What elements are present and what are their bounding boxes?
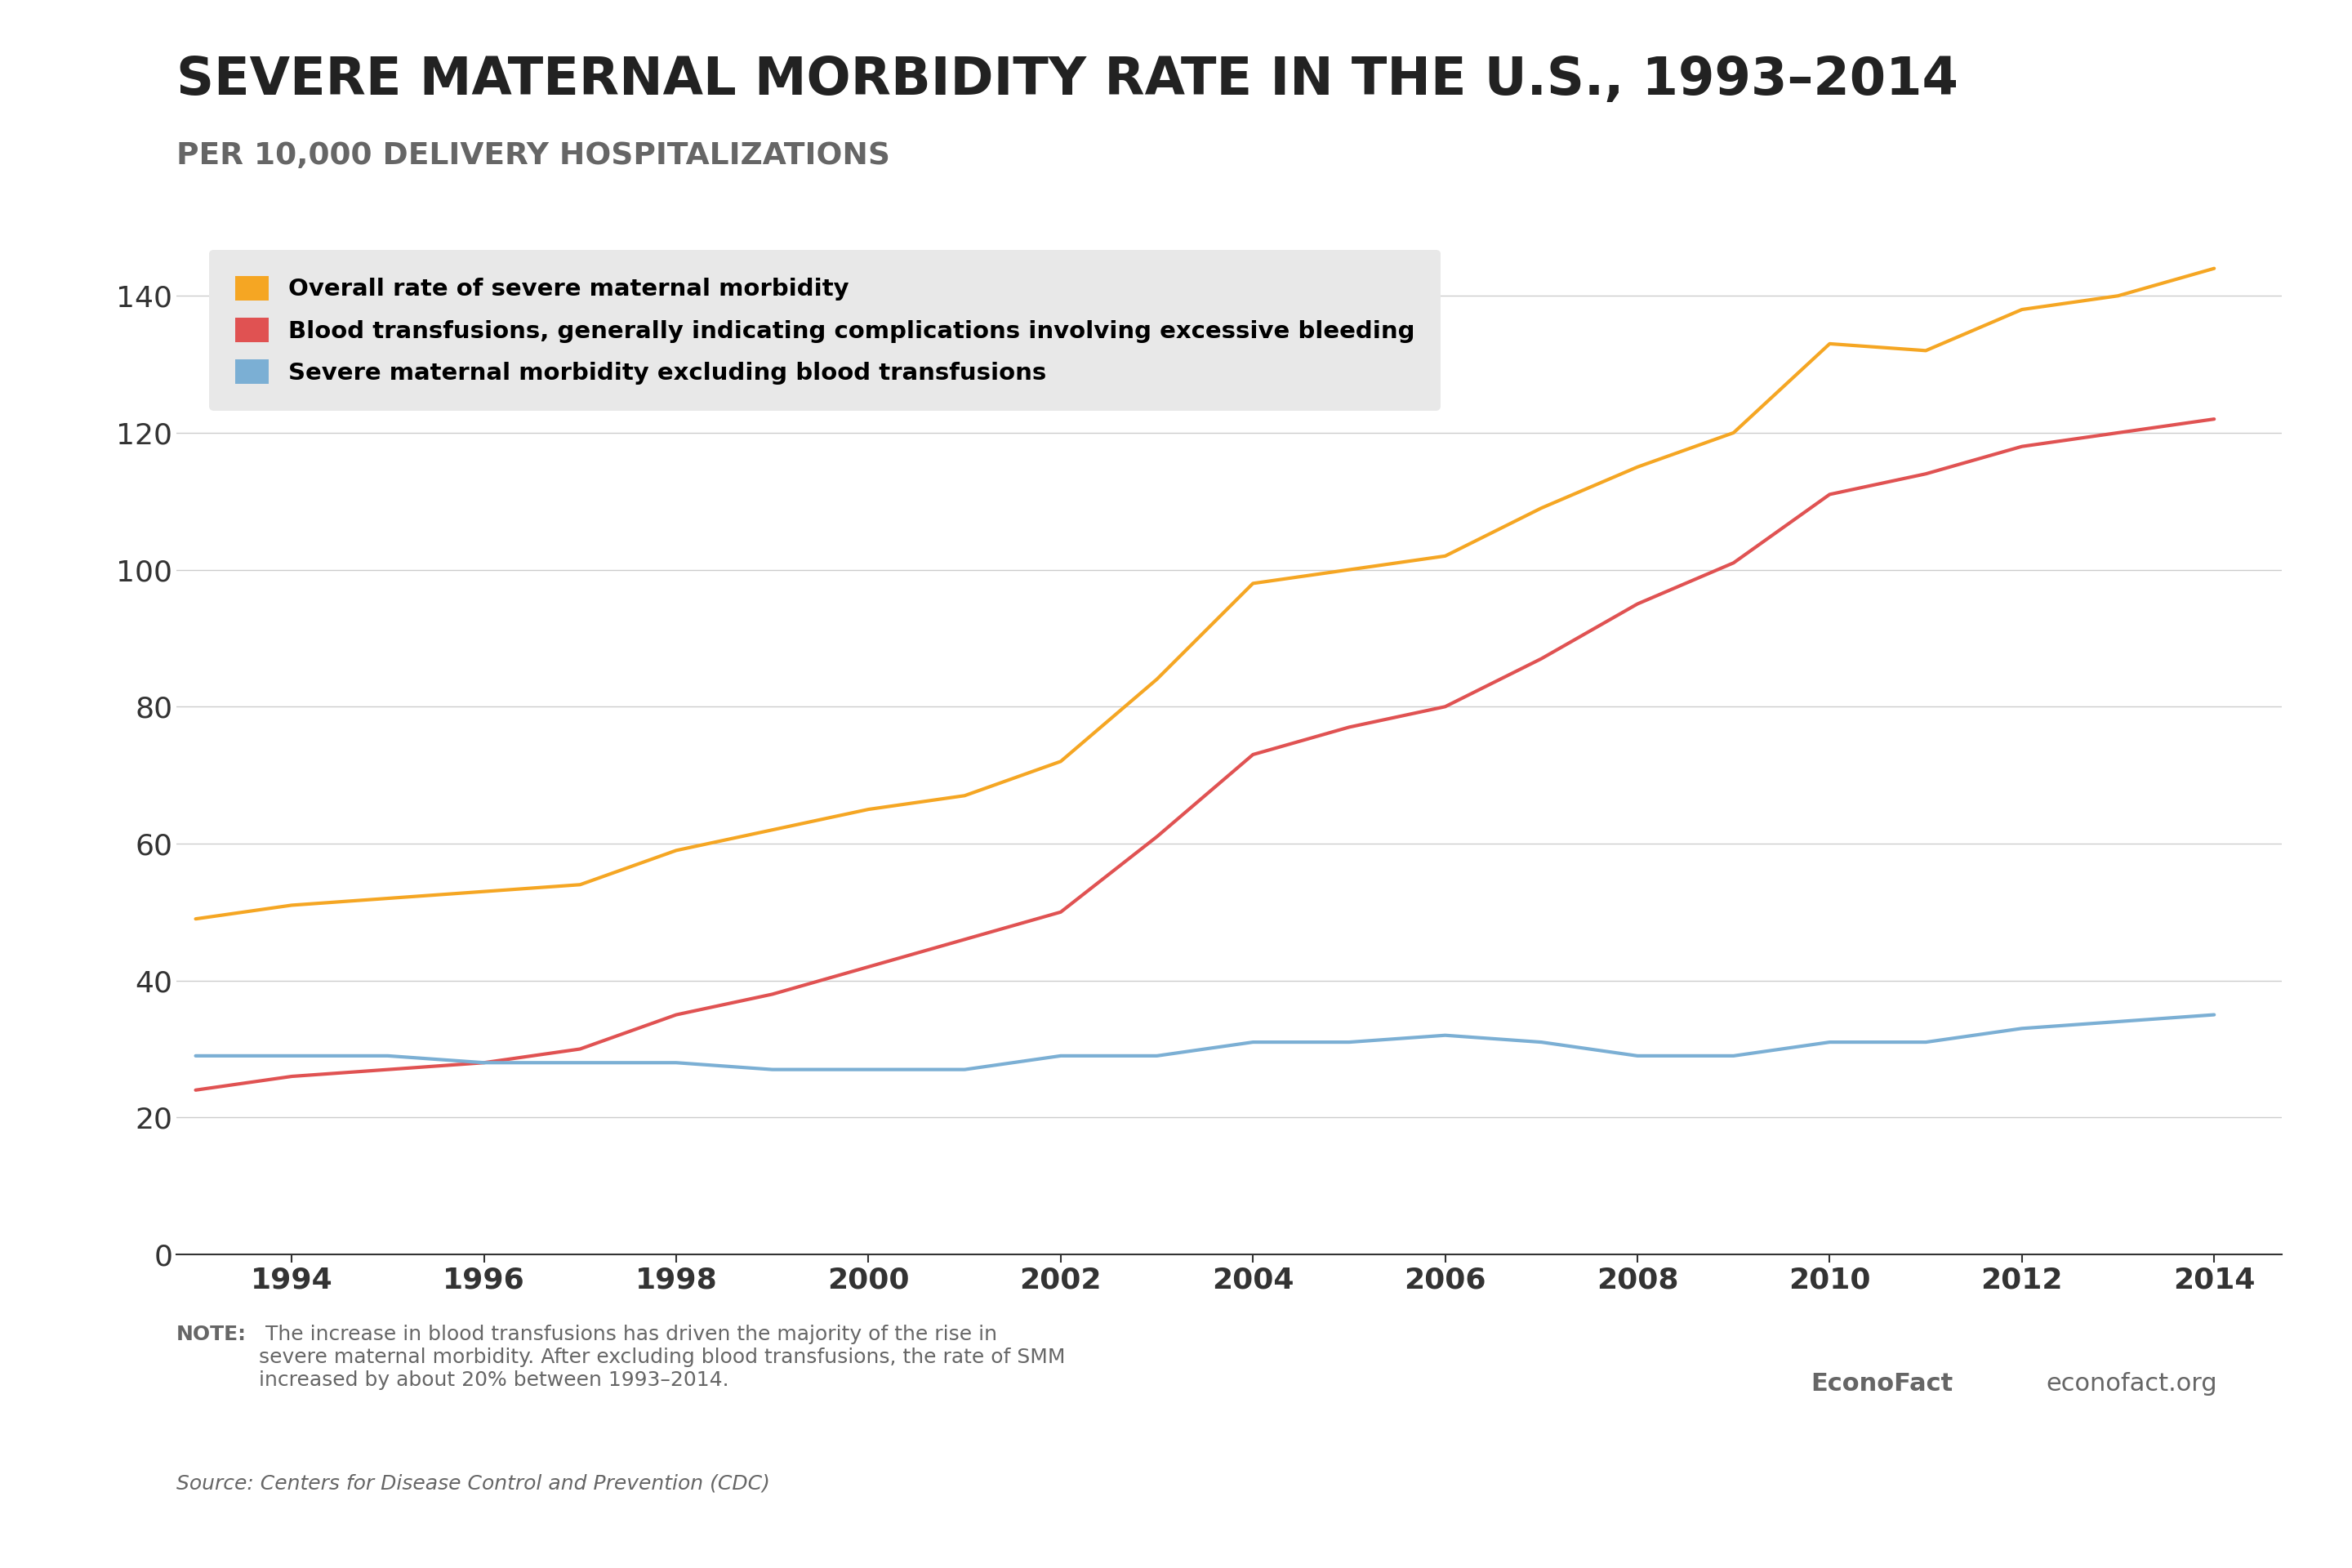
Legend: Overall rate of severe maternal morbidity, Blood transfusions, generally indicat: Overall rate of severe maternal morbidit… xyxy=(209,249,1442,411)
Text: SEVERE MATERNAL MORBIDITY RATE IN THE U.S., 1993–2014: SEVERE MATERNAL MORBIDITY RATE IN THE U.… xyxy=(176,55,1959,105)
Text: NOTE:: NOTE: xyxy=(176,1325,247,1344)
Text: EconoFact: EconoFact xyxy=(1811,1372,1955,1396)
Text: PER 10,000 DELIVERY HOSPITALIZATIONS: PER 10,000 DELIVERY HOSPITALIZATIONS xyxy=(176,141,889,171)
Text: The increase in blood transfusions has driven the majority of the rise in
severe: The increase in blood transfusions has d… xyxy=(259,1325,1065,1389)
Text: econofact.org: econofact.org xyxy=(2046,1372,2218,1396)
Text: Source: Centers for Disease Control and Prevention (CDC): Source: Centers for Disease Control and … xyxy=(176,1474,769,1493)
